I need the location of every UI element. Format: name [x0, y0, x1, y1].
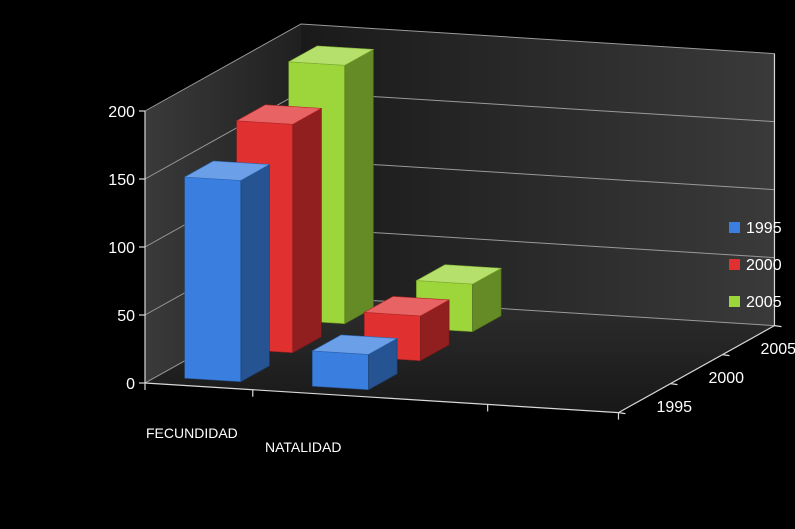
bar-top-face [311, 334, 399, 355]
legend: 1995 2000 2005 [729, 220, 782, 311]
bar-top-face [235, 104, 323, 125]
legend-label: 1995 [746, 220, 782, 237]
depth-tick-mark [722, 354, 730, 357]
legend-item: 2005 [729, 294, 782, 311]
bar-side-face [292, 107, 322, 354]
legend-swatch [729, 296, 740, 307]
legend-swatch [729, 259, 740, 270]
depth-tick-mark [618, 412, 626, 415]
y-tick-label: 0 [126, 376, 135, 393]
bar-1995-fecundidad [183, 160, 271, 383]
category-labels: FECUNDIDAD NATALIDAD [146, 425, 342, 455]
x-axis-line [144, 382, 619, 414]
y-tick-label: 200 [108, 104, 135, 121]
depth-axis-labels: 1995 2000 2005 [656, 341, 795, 416]
bar-top-face [415, 264, 503, 285]
category-label: NATALIDAD [265, 439, 342, 455]
y-tick-label: 150 [108, 172, 135, 189]
bar-front-face [312, 350, 369, 391]
depth-label: 2005 [760, 341, 795, 358]
depth-label: 2000 [708, 370, 744, 387]
legend-item: 2000 [729, 257, 782, 274]
gridline [144, 23, 775, 112]
bars [183, 45, 503, 391]
depth-label: 1995 [656, 399, 692, 416]
depth-tick-mark [774, 325, 782, 328]
y-tick-label: 50 [117, 308, 135, 325]
bar-top-face [183, 160, 271, 181]
y-tick-label: 100 [108, 240, 135, 257]
bar-top-face [363, 296, 451, 317]
chart-axes [144, 53, 776, 414]
category-label: FECUNDIDAD [146, 425, 238, 441]
depth-axis-line [618, 325, 775, 414]
bar-front-face [184, 176, 242, 383]
y-axis-ticks: 0 50 100 150 200 [108, 104, 782, 420]
legend-swatch [729, 222, 740, 233]
bar-side-face [240, 163, 270, 383]
depth-tick-mark [670, 383, 678, 386]
bar-top-face [287, 45, 375, 66]
bar-1995-natalidad [311, 334, 399, 391]
legend-label: 2005 [746, 294, 782, 311]
bar-side-face [344, 48, 374, 325]
legend-item: 1995 [729, 220, 782, 237]
legend-label: 2000 [746, 257, 782, 274]
